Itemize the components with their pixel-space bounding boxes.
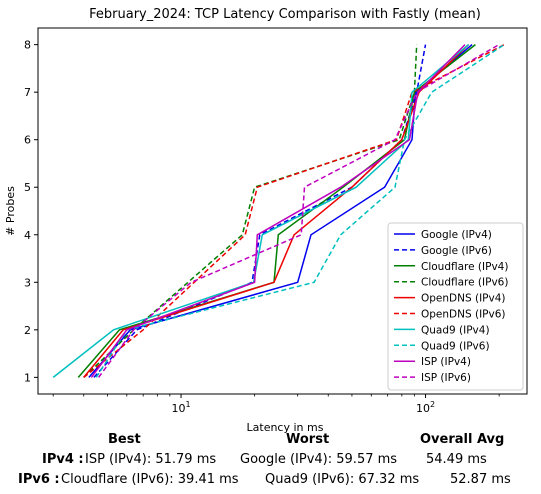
legend-label: Quad9 (IPv6): [421, 340, 490, 352]
y-tick-label: 3: [24, 276, 31, 289]
legend-label: Google (IPv6): [421, 245, 492, 257]
legend-label: ISP (IPv4): [421, 356, 471, 368]
legend-label: OpenDNS (IPv6): [421, 309, 506, 321]
y-tick-label: 7: [24, 86, 31, 99]
series-line-6: [52, 44, 470, 378]
y-tick-label: 2: [24, 324, 31, 337]
x-tick-label: 101: [171, 400, 190, 415]
legend-label: OpenDNS (IPv4): [421, 293, 506, 305]
legend-label: ISP (IPv6): [421, 372, 471, 384]
y-tick-label: 1: [24, 371, 31, 384]
legend: Google (IPv4) Google (IPv6) Cloudflare (IP…: [387, 222, 524, 391]
x-tick-label: 102: [416, 400, 435, 415]
legend-label: Google (IPv4): [421, 229, 492, 241]
y-tick-label: 8: [24, 39, 31, 52]
chart-title: February_2024: TCP Latency Comparison wi…: [89, 7, 481, 22]
series-line-3: [83, 44, 418, 378]
series-line-7: [95, 43, 505, 378]
plot-frame: [37, 27, 528, 395]
y-axis-label: # Probes: [4, 186, 17, 236]
series-line-5: [83, 43, 505, 378]
y-tick-label: 4: [24, 229, 31, 242]
legend-label: Cloudflare (IPv6): [421, 277, 508, 289]
series-line-1: [93, 44, 427, 378]
legend-label: Cloudflare (IPv4): [421, 261, 508, 273]
series-line-8: [90, 44, 466, 378]
y-tick-label: 5: [24, 181, 31, 194]
legend-label: Quad9 (IPv4): [421, 324, 490, 336]
x-axis-label: Latency in ms: [247, 421, 324, 434]
legend-box: [387, 222, 524, 391]
y-tick-label: 6: [24, 134, 31, 147]
